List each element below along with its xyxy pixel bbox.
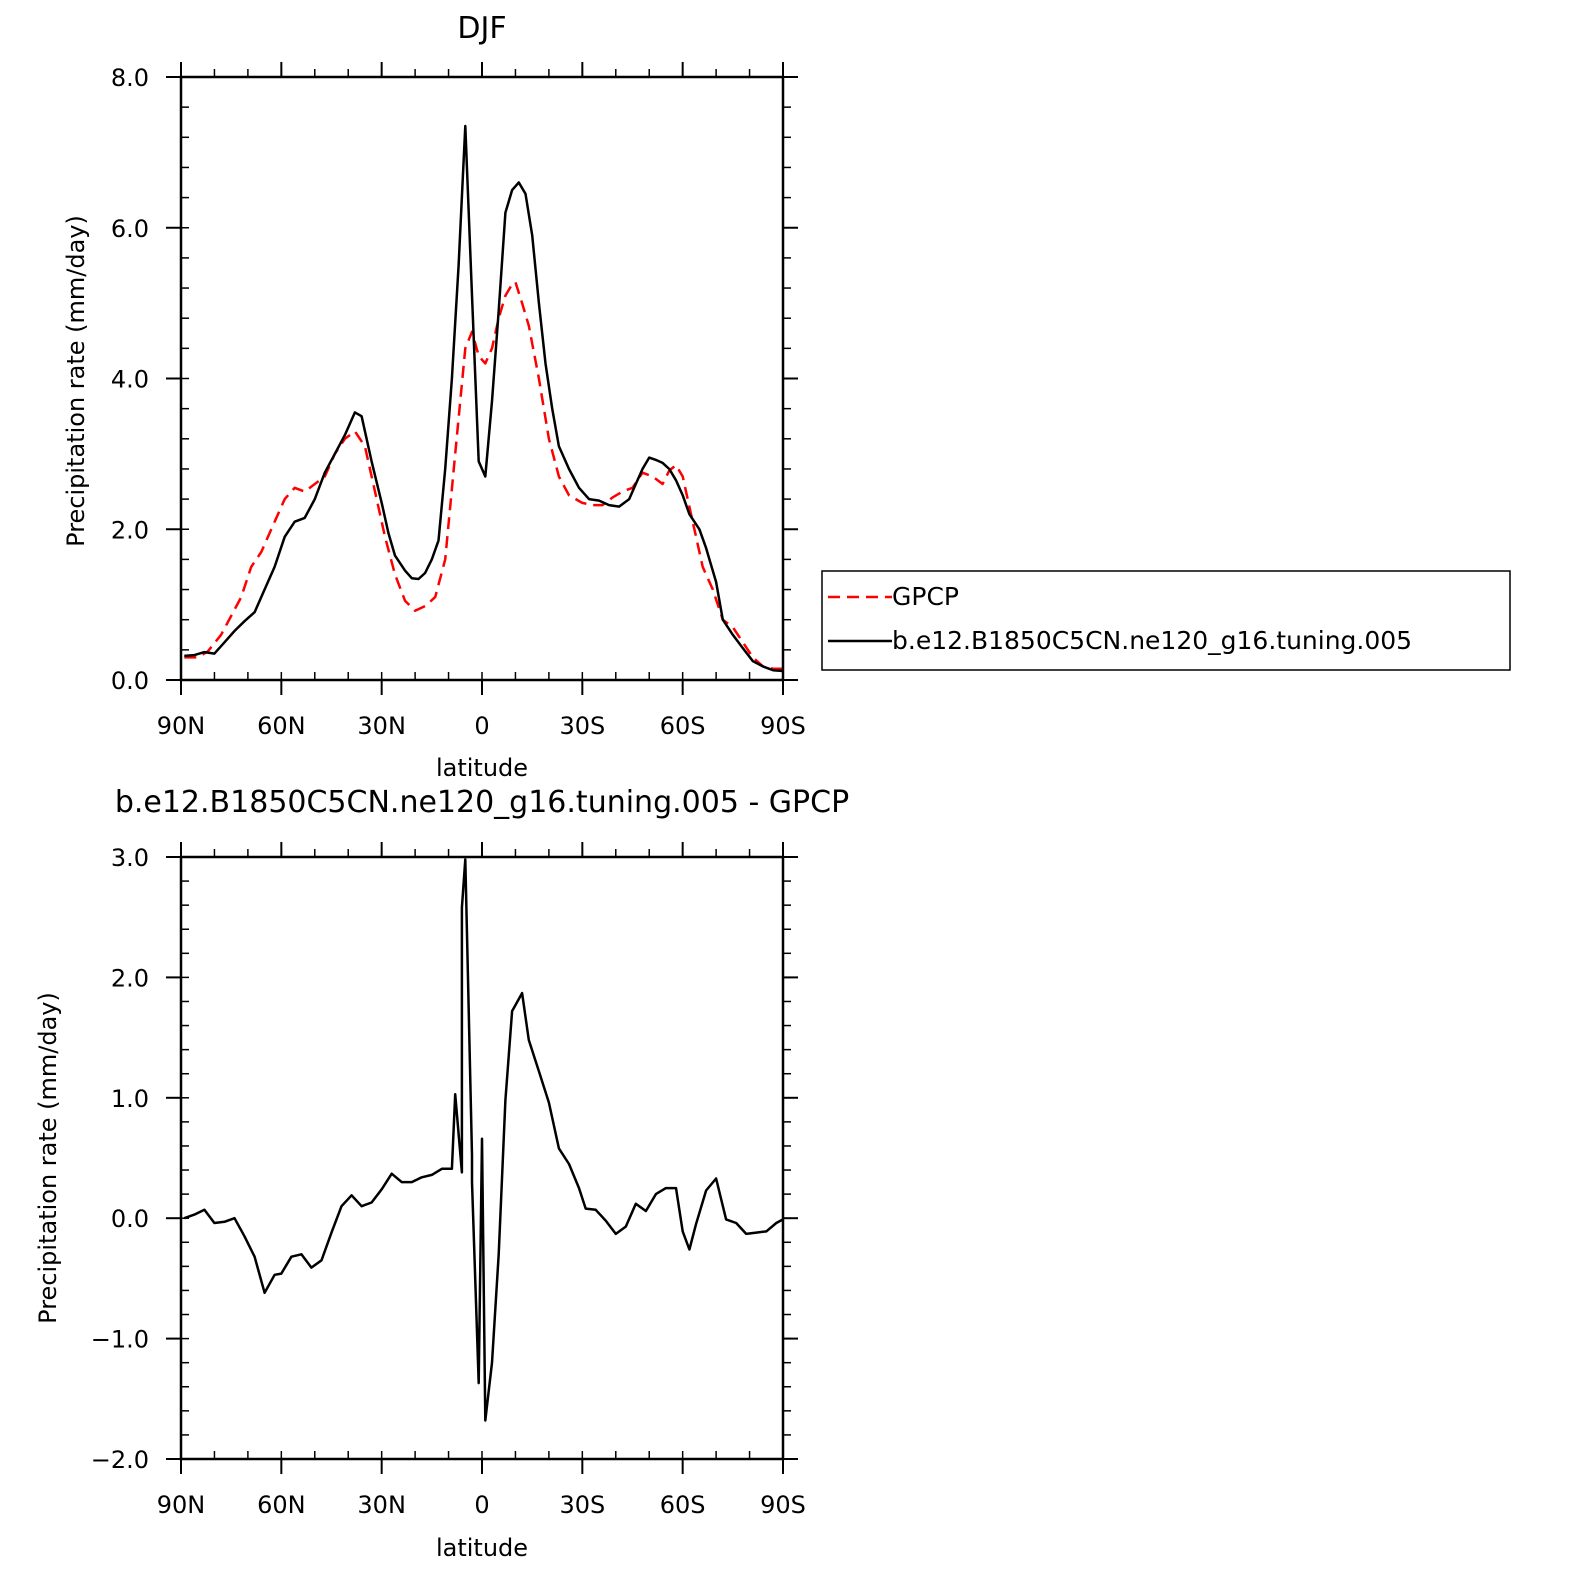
top-x-tick-label: 60N — [257, 712, 306, 740]
top-x-tick-label: 0 — [474, 712, 489, 740]
top-x-axis-label: latitude — [436, 754, 528, 782]
top-y-axis-label: Precipitation rate (mm/day) — [62, 215, 90, 547]
bottom-x-tick-label: 30N — [357, 1491, 406, 1519]
top-x-tick-label: 90N — [157, 712, 206, 740]
top-series-line-model — [184, 124, 784, 673]
bottom-x-tick-label: 60N — [257, 1491, 306, 1519]
bottom-series — [183, 858, 784, 1422]
bottom-series-line-difference — [183, 858, 784, 1422]
bottom-y-ticks: −2.0 −1.0 0.0 1.0 2.0 3.0 — [91, 844, 798, 1474]
bottom-plot-frame — [179, 855, 785, 1461]
legend-box — [821, 570, 1511, 671]
bottom-x-tick-label: 30S — [559, 1491, 605, 1519]
bottom-y-tick-label: 3.0 — [111, 844, 149, 872]
top-y-tick-label: 2.0 — [111, 516, 149, 544]
bottom-y-tick-label: −2.0 — [91, 1446, 149, 1474]
bottom-panel: b.e12.B1850C5CN.ne120_g16.tuning.005 - G… — [34, 785, 849, 1562]
top-y-tick-label: 8.0 — [111, 64, 149, 92]
top-panel: DJF Precipitation rate (mm/day) latitude… — [62, 11, 806, 782]
top-y-tick-label: 0.0 — [111, 667, 149, 695]
bottom-y-axis-label: Precipitation rate (mm/day) — [34, 992, 62, 1324]
legend-gpcp-label: GPCP — [892, 582, 959, 611]
bottom-y-tick-label: 2.0 — [111, 964, 149, 992]
bottom-y-tick-label: 0.0 — [111, 1205, 149, 1233]
legend: GPCP b.e12.B1850C5CN.ne120_g16.tuning.00… — [821, 570, 1511, 671]
bottom-y-tick-label: 1.0 — [111, 1085, 149, 1113]
top-y-tick-label: 6.0 — [111, 215, 149, 243]
top-series — [184, 124, 784, 673]
top-plot-frame — [179, 75, 785, 682]
top-x-tick-label: 60S — [660, 712, 706, 740]
bottom-x-axis-label: latitude — [436, 1534, 528, 1562]
top-x-tick-label: 30N — [357, 712, 406, 740]
top-y-tick-label: 4.0 — [111, 366, 149, 394]
bottom-y-tick-label: −1.0 — [91, 1326, 149, 1354]
bottom-x-ticks: 90N 60N 30N 0 30S 60S 90S — [157, 842, 806, 1519]
bottom-x-tick-label: 90N — [157, 1491, 206, 1519]
bottom-x-tick-label: 0 — [474, 1491, 489, 1519]
legend-model-label: b.e12.B1850C5CN.ne120_g16.tuning.005 — [892, 626, 1412, 655]
top-y-ticks: 0.0 2.0 4.0 6.0 8.0 — [111, 64, 798, 695]
bottom-plot-title: b.e12.B1850C5CN.ne120_g16.tuning.005 - G… — [115, 785, 849, 820]
top-x-ticks: 90N 60N 30N 0 30S 60S 90S — [157, 62, 806, 740]
top-plot-title: DJF — [457, 11, 506, 46]
top-x-tick-label: 30S — [559, 712, 605, 740]
top-x-tick-label: 90S — [760, 712, 806, 740]
bottom-x-tick-label: 90S — [760, 1491, 806, 1519]
top-series-line-gpcp — [184, 280, 783, 670]
bottom-x-tick-label: 60S — [660, 1491, 706, 1519]
